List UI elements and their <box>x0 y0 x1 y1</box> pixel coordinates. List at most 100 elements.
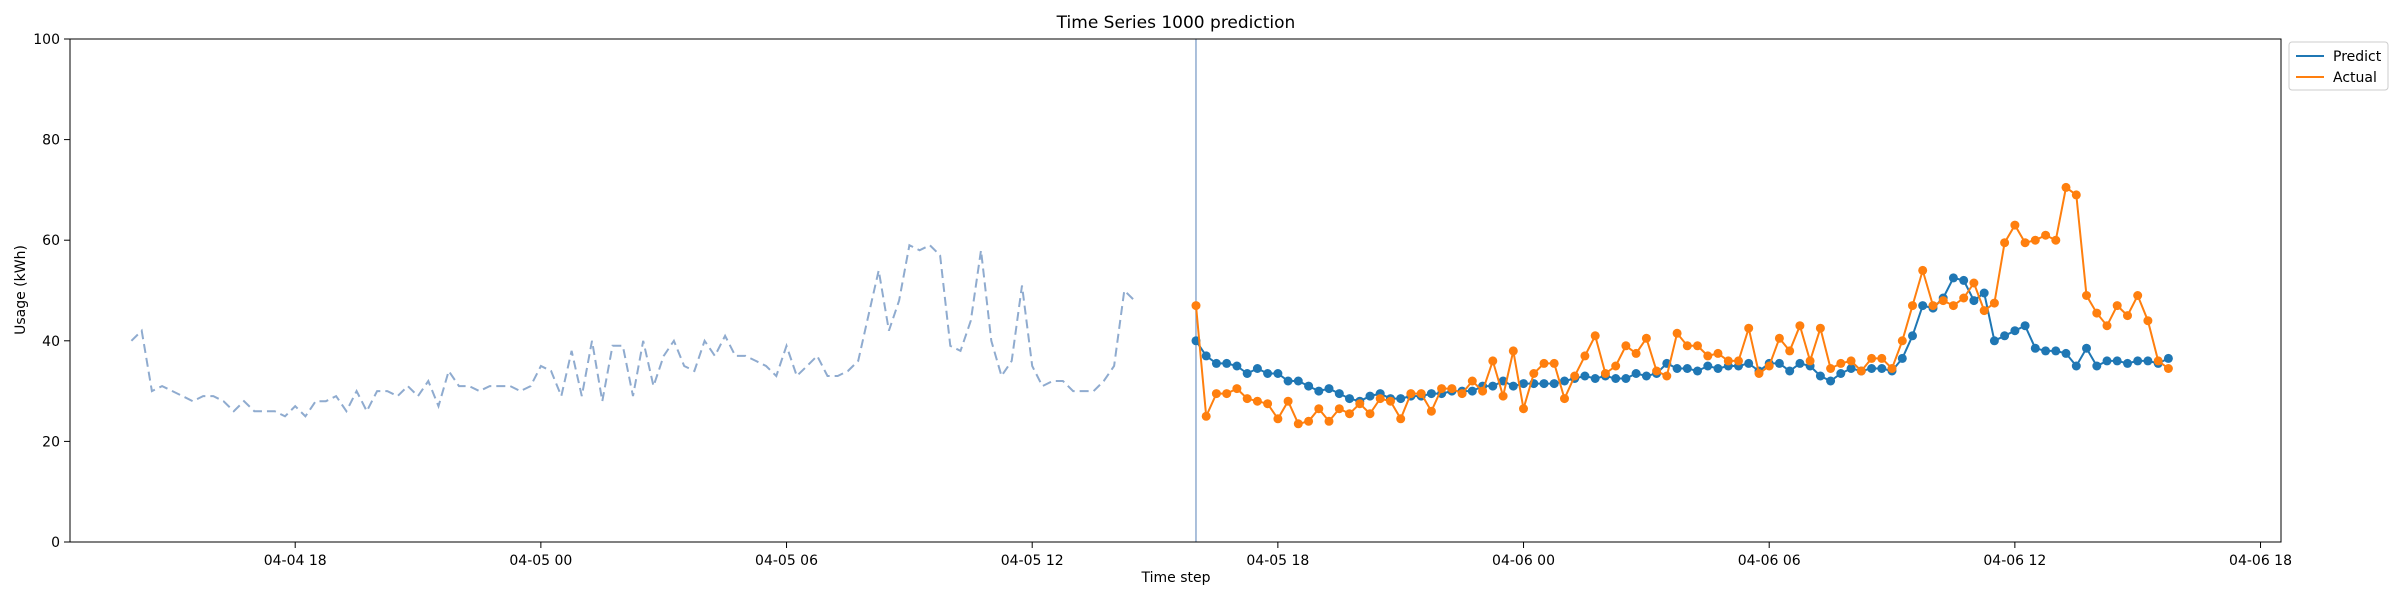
y-tick-label: 60 <box>42 233 60 249</box>
data-point-actual <box>1478 386 1488 396</box>
data-point-actual <box>1539 358 1549 368</box>
data-point-actual <box>1682 341 1692 351</box>
data-point-actual <box>1836 358 1846 368</box>
data-point-actual <box>1774 333 1784 343</box>
data-point-predict <box>1785 366 1795 376</box>
data-point-actual <box>1652 366 1662 376</box>
data-point-actual <box>1959 293 1969 303</box>
x-tick-label: 04-04 18 <box>264 553 327 569</box>
data-point-actual <box>1785 346 1795 356</box>
data-point-actual <box>1672 328 1682 338</box>
data-point-actual <box>2163 364 2173 373</box>
data-point-actual <box>1662 371 1672 381</box>
data-point-actual <box>1201 411 1211 421</box>
data-point-predict <box>1672 364 1682 373</box>
plot-area <box>130 39 1197 542</box>
data-point-predict <box>1948 273 1958 283</box>
data-point-predict <box>2092 361 2102 371</box>
data-point-actual <box>1263 399 1273 409</box>
data-point-actual <box>1355 399 1365 409</box>
data-point-actual <box>1426 406 1436 416</box>
data-point-actual <box>2030 235 2040 245</box>
plot-frame <box>69 38 2282 543</box>
data-point-predict <box>1232 361 1242 371</box>
data-point-actual <box>1273 414 1283 424</box>
legend-label-predict: Predict <box>2333 49 2382 65</box>
data-point-actual <box>1856 366 1866 376</box>
data-point-actual <box>1386 396 1395 406</box>
data-point-predict <box>2123 358 2132 368</box>
data-point-actual <box>1570 371 1580 381</box>
data-point-actual <box>1631 348 1641 358</box>
data-point-predict <box>1590 374 1600 383</box>
data-point-actual <box>1508 346 1518 356</box>
data-point-actual <box>2092 308 2102 318</box>
data-point-predict <box>1693 366 1702 376</box>
data-point-predict <box>1877 364 1887 373</box>
data-point-actual <box>1846 356 1856 366</box>
data-point-predict <box>1631 369 1641 378</box>
data-point-predict <box>1580 371 1590 381</box>
data-point-predict <box>2030 343 2040 353</box>
data-point-predict <box>1959 275 1969 285</box>
data-point-actual <box>1334 404 1344 414</box>
data-point-actual <box>1611 361 1621 371</box>
data-point-actual <box>1744 323 1754 333</box>
data-point-actual <box>2102 321 2112 331</box>
x-tick-label: 04-06 18 <box>2229 553 2292 569</box>
x-tick-label: 04-06 00 <box>1492 553 1555 569</box>
y-tick-label: 40 <box>42 334 60 350</box>
data-point-actual <box>1734 356 1743 366</box>
chart-marks <box>1191 182 2173 429</box>
data-point-predict <box>2020 321 2030 331</box>
data-point-actual <box>2143 316 2153 326</box>
data-point-predict <box>2112 356 2122 366</box>
data-point-predict <box>1263 369 1273 378</box>
y-tick-label: 100 <box>33 32 60 48</box>
data-point-actual <box>1580 351 1590 361</box>
chart-title: Time Series 1000 prediction <box>1056 13 1296 33</box>
data-point-actual <box>1693 341 1702 351</box>
data-point-actual <box>1467 376 1477 386</box>
data-point-predict <box>1744 358 1754 368</box>
data-point-actual <box>1529 369 1539 378</box>
data-point-predict <box>1365 391 1375 401</box>
data-point-predict <box>2163 353 2173 363</box>
data-point-actual <box>1969 278 1979 288</box>
data-point-predict <box>1774 358 1784 368</box>
data-point-actual <box>1805 356 1815 366</box>
data-point-predict <box>2071 361 2081 371</box>
data-point-actual <box>1897 336 1907 346</box>
data-point-actual <box>1826 364 1836 373</box>
data-point-predict <box>1836 369 1846 378</box>
data-point-predict <box>1979 288 1989 298</box>
data-point-predict <box>1549 379 1559 389</box>
x-tick-label: 04-06 12 <box>1983 553 2046 569</box>
data-point-predict <box>1211 358 1221 368</box>
data-point-predict <box>1795 358 1805 368</box>
data-point-actual <box>1989 298 1999 308</box>
data-point-predict <box>1201 351 1211 361</box>
data-point-predict <box>1488 381 1498 391</box>
data-point-predict <box>1867 364 1877 373</box>
data-point-actual <box>2020 238 2030 248</box>
legend: Predict Actual <box>2288 41 2389 91</box>
data-point-predict <box>1611 374 1621 383</box>
data-point-actual <box>1365 409 1375 419</box>
data-point-predict <box>1682 364 1692 373</box>
data-point-actual <box>2000 238 2010 248</box>
data-point-actual <box>1948 301 1958 311</box>
data-point-predict <box>1324 384 1334 394</box>
data-point-actual <box>1211 389 1221 399</box>
data-point-actual <box>1447 384 1457 394</box>
data-point-actual <box>1437 384 1447 394</box>
data-point-predict <box>1334 389 1344 399</box>
x-tick-label: 04-05 18 <box>1246 553 1309 569</box>
data-point-actual <box>1498 391 1508 401</box>
data-point-predict <box>1519 379 1528 389</box>
data-point-actual <box>1938 296 1948 306</box>
data-point-actual <box>1918 265 1928 275</box>
data-point-actual <box>2112 301 2122 311</box>
data-point-actual <box>2061 182 2071 192</box>
